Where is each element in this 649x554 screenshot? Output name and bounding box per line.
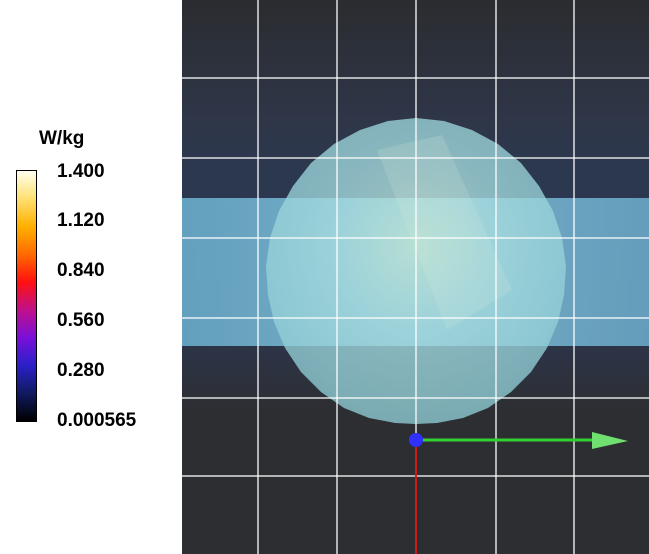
x-axis-arrowhead	[592, 432, 628, 449]
legend-tick-label: 0.000565	[57, 410, 137, 431]
legend-tick-label: 1.120	[57, 210, 105, 231]
legend-tick-label: 1.400	[57, 161, 105, 182]
legend-tick-label: 0.840	[57, 260, 105, 281]
scene-canvas	[182, 0, 649, 554]
3d-viewport[interactable]	[182, 0, 649, 554]
legend-tick-label: 0.560	[57, 310, 105, 331]
grid-lines	[182, 0, 649, 554]
legend-unit-label: W/kg	[39, 128, 85, 149]
sphere-highlight	[377, 135, 512, 330]
sar-legend: W/kg 1.400 1.120 0.840 0.560 0.280 0.000…	[0, 0, 182, 554]
origin-marker	[409, 433, 423, 447]
legend-tick-label: 0.280	[57, 360, 105, 381]
legend-colorbar	[16, 170, 37, 422]
